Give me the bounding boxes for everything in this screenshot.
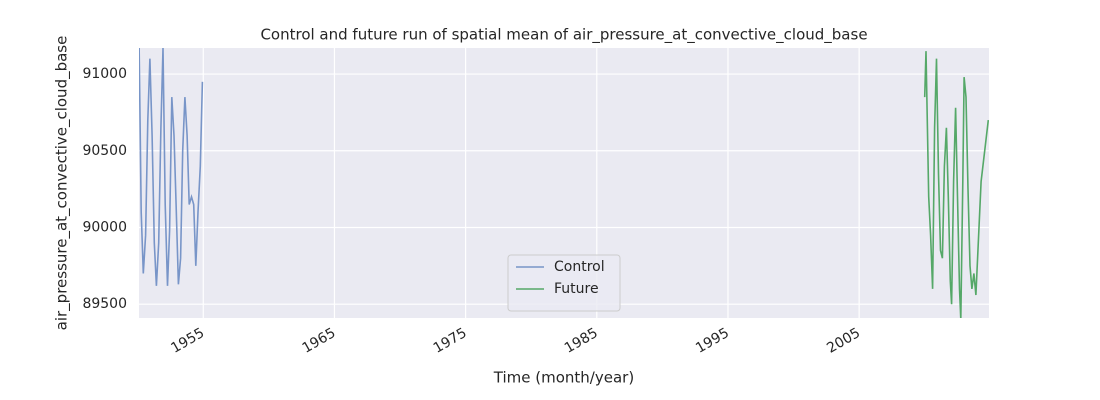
y-tick-label: 90500: [82, 143, 127, 159]
x-tick-label: 1955: [168, 325, 207, 357]
x-tick-label: 2005: [824, 325, 863, 357]
series-line: [923, 51, 989, 318]
x-tick-label: 1965: [300, 325, 339, 357]
x-tick-label: 1985: [562, 325, 601, 357]
grid: [139, 48, 989, 318]
legend-label: Future: [554, 281, 599, 297]
y-axis-label: air_pressure_at_convective_cloud_base: [53, 36, 72, 331]
y-tick-label: 90000: [82, 219, 127, 235]
x-axis-label: Time (month/year): [493, 369, 634, 387]
chart-title: Control and future run of spatial mean o…: [260, 26, 867, 45]
x-tick-label: 1975: [431, 325, 470, 357]
x-tick-label: 1995: [693, 325, 732, 357]
series-line: [139, 48, 204, 286]
y-tick-label: 89500: [82, 296, 127, 312]
lines: [139, 48, 989, 318]
y-tick-label: 91000: [82, 66, 127, 82]
legend-box: [507, 254, 621, 312]
legend-label: Control: [554, 259, 605, 275]
